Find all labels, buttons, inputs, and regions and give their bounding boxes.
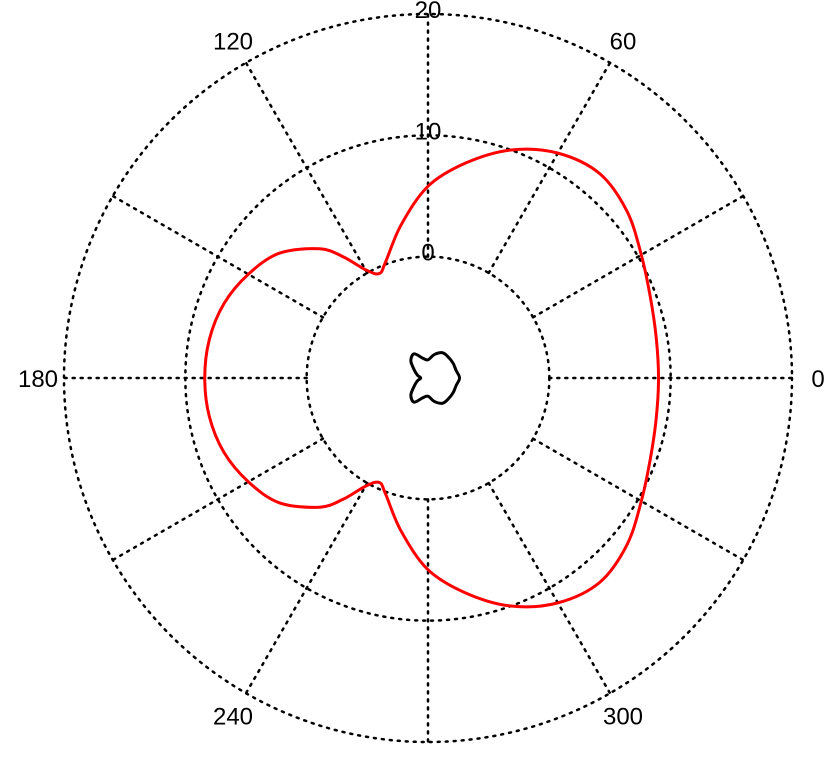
- theta-tick-label: 180: [18, 366, 58, 393]
- r-tick-label: 20: [415, 0, 442, 24]
- grid-spoke: [531, 194, 745, 319]
- grid-spoke: [244, 481, 369, 695]
- theta-tick-label: 300: [603, 704, 643, 731]
- grid-spoke: [244, 61, 369, 275]
- grid-spoke: [111, 437, 325, 562]
- series-line-black: [409, 351, 462, 405]
- r-tick-label: 10: [415, 118, 442, 145]
- theta-tick-label: 0: [811, 366, 824, 393]
- series-line-red: [203, 147, 661, 609]
- grid-spoke: [487, 61, 612, 275]
- grid-spoke: [531, 437, 745, 562]
- axis-labels: 0 10 20 0 60 120 180 240 300: [18, 0, 825, 731]
- theta-tick-label: 120: [213, 28, 253, 55]
- grid-spoke: [487, 481, 612, 695]
- theta-tick-label: 60: [610, 28, 637, 55]
- polar-grid: [62, 12, 794, 744]
- theta-tick-label: 240: [213, 704, 253, 731]
- grid-spoke: [111, 194, 325, 319]
- series-layer: [203, 147, 661, 609]
- grid-ring: [305, 255, 551, 501]
- r-tick-label: 0: [421, 240, 434, 267]
